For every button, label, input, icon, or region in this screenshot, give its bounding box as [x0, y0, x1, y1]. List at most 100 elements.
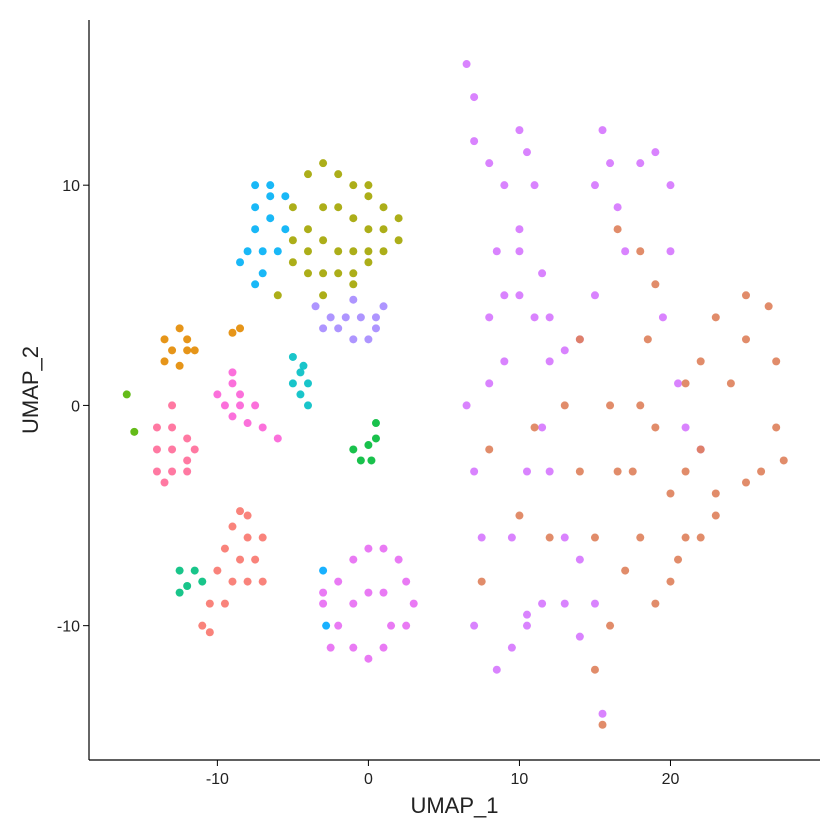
point: [220, 401, 229, 410]
point: [711, 511, 720, 520]
point: [379, 302, 388, 311]
point: [220, 599, 229, 608]
point: [515, 247, 524, 256]
point: [160, 478, 169, 487]
point: [741, 335, 750, 344]
point: [696, 445, 705, 454]
point: [598, 720, 607, 729]
point: [228, 412, 237, 421]
point: [522, 621, 531, 630]
point: [613, 467, 622, 476]
point: [258, 423, 267, 432]
point: [741, 478, 750, 487]
point: [160, 335, 169, 344]
point: [168, 467, 177, 476]
point: [681, 533, 690, 542]
point: [296, 390, 305, 399]
point: [560, 401, 569, 410]
point: [371, 313, 380, 322]
point: [213, 390, 222, 399]
point: [303, 401, 312, 410]
point: [364, 181, 373, 190]
point: [598, 709, 607, 718]
point: [606, 159, 615, 168]
point: [379, 544, 388, 553]
point: [757, 467, 766, 476]
point: [387, 621, 396, 630]
point: [364, 588, 373, 597]
point: [636, 247, 645, 256]
point: [168, 423, 177, 432]
point: [236, 324, 245, 333]
point: [674, 379, 683, 388]
point: [349, 445, 358, 454]
point: [409, 599, 418, 608]
point: [779, 456, 788, 465]
point: [198, 577, 207, 586]
point: [364, 654, 373, 663]
point: [258, 269, 267, 278]
point: [122, 390, 131, 399]
point: [266, 214, 275, 223]
x-tick-label: 20: [662, 771, 680, 788]
point: [183, 434, 192, 443]
point: [674, 555, 683, 564]
point: [575, 555, 584, 564]
point: [500, 357, 509, 366]
point: [251, 401, 260, 410]
point: [485, 445, 494, 454]
point: [303, 269, 312, 278]
point: [726, 379, 735, 388]
point: [228, 328, 237, 337]
point: [183, 335, 192, 344]
point: [296, 368, 305, 377]
point: [183, 467, 192, 476]
y-axis-title: UMAP_2: [18, 346, 43, 434]
point: [379, 247, 388, 256]
point: [251, 555, 260, 564]
point: [168, 445, 177, 454]
point: [175, 361, 184, 370]
point: [500, 291, 509, 300]
point: [371, 434, 380, 443]
point: [356, 456, 365, 465]
point: [190, 346, 199, 355]
point: [379, 203, 388, 212]
point: [402, 577, 411, 586]
point: [651, 599, 660, 608]
point: [198, 621, 207, 630]
point: [658, 313, 667, 322]
point: [379, 588, 388, 597]
point: [281, 192, 290, 201]
point: [130, 427, 139, 436]
x-tick-label: -10: [206, 771, 229, 788]
point: [394, 555, 403, 564]
point: [772, 357, 781, 366]
point: [236, 390, 245, 399]
point: [462, 401, 471, 410]
point: [236, 555, 245, 564]
point: [681, 467, 690, 476]
point: [319, 566, 328, 575]
point: [349, 280, 358, 289]
point: [220, 544, 229, 553]
point: [515, 126, 524, 135]
point: [258, 577, 267, 586]
point: [515, 225, 524, 234]
point: [364, 225, 373, 234]
point: [470, 93, 479, 102]
point: [303, 225, 312, 234]
point: [613, 225, 622, 234]
point: [696, 533, 705, 542]
point: [311, 302, 320, 311]
point: [500, 181, 509, 190]
point: [364, 335, 373, 344]
point: [228, 577, 237, 586]
point: [598, 126, 607, 135]
point: [394, 214, 403, 223]
point: [334, 247, 343, 256]
point: [183, 582, 192, 591]
point: [236, 507, 245, 516]
point: [334, 621, 343, 630]
